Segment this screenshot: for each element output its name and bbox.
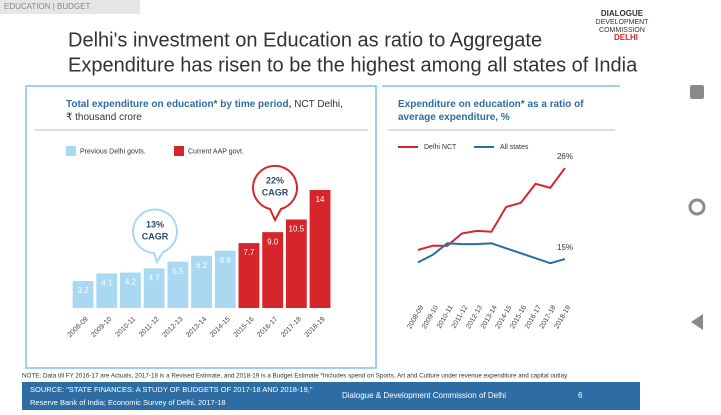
page-number: 6 <box>578 391 583 400</box>
annotation: CAGR <box>262 187 289 197</box>
bar <box>120 272 141 308</box>
value-label: 9.0 <box>267 237 279 246</box>
chart-frame <box>25 85 377 369</box>
value-label: 6.2 <box>196 261 208 270</box>
annotation: 22% <box>266 175 284 185</box>
bar <box>96 273 118 308</box>
bar <box>143 268 165 308</box>
value-label: 4.7 <box>149 273 161 282</box>
legend-swatch <box>66 146 76 156</box>
legend-label: All states <box>500 144 529 151</box>
chart-subtitle: NCT Delhi, ₹ thousand crore <box>66 99 343 123</box>
chart-title: Expenditure on education* as a ratio of <box>398 99 584 110</box>
bar <box>214 250 236 308</box>
legend-label: Delhi NCT <box>424 144 457 151</box>
source: Reserve Bank of India; Economic Survey o… <box>30 398 226 407</box>
line <box>417 167 566 251</box>
logo: DELHI <box>614 33 638 42</box>
value-label: 14 <box>316 195 325 204</box>
bar <box>191 255 212 308</box>
bar <box>72 281 94 308</box>
value-label: 10.5 <box>289 225 305 234</box>
legend-label: Previous Delhi govts. <box>80 148 146 155</box>
value-label: 5.5 <box>172 267 184 276</box>
bar <box>167 261 189 308</box>
annotation: 13% <box>146 219 164 229</box>
legend-swatch <box>174 146 184 156</box>
value-label: 4.1 <box>101 279 113 288</box>
bar <box>285 219 307 308</box>
bar <box>309 190 331 308</box>
value-label: 4.2 <box>125 278 137 287</box>
title-line: Delhi's investment on Education as ratio… <box>68 29 542 51</box>
legend-label: Current AAP govt. <box>188 148 244 155</box>
nav-home[interactable] <box>688 198 706 216</box>
value-label: 26% <box>557 152 573 161</box>
value-label: 7.7 <box>243 248 255 257</box>
chart-title: Total expenditure on education* by time … <box>66 99 292 110</box>
chart-subtitle: average expenditure, % <box>398 112 510 123</box>
org: Dialogue & Development Commission of Del… <box>342 391 506 400</box>
annotation-bubble <box>131 208 178 265</box>
logo: COMMISSION <box>599 27 645 34</box>
value-label: 6.8 <box>220 256 232 265</box>
bar <box>262 232 284 308</box>
source: SOURCE: "STATE FINANCES: A STUDY OF BUDG… <box>30 385 313 394</box>
chart-title-block: Expenditure on education* as a ratio of … <box>398 98 598 124</box>
line <box>417 242 566 265</box>
annotation: CAGR <box>142 231 169 241</box>
slide-bg <box>0 0 672 415</box>
note: NOTE: Data till FY 2016-17 are Actuals, … <box>22 373 568 380</box>
title-line: Expenditure has risen to be the highest … <box>68 54 638 76</box>
bar <box>238 243 260 308</box>
chart-title-block: Total expenditure on education* by time … <box>66 98 346 124</box>
logo: DIALOGUE <box>601 9 644 18</box>
logo: DEVELOPMENT <box>596 19 650 26</box>
source-bar <box>22 382 640 410</box>
nav-back[interactable] <box>691 314 703 330</box>
annotation-bubble <box>251 164 298 223</box>
value-label: 15% <box>557 243 573 252</box>
section-bar <box>0 0 140 14</box>
section: EDUCATION | BUDGET <box>4 2 90 11</box>
value-label: 3.2 <box>77 286 89 295</box>
nav-recent[interactable] <box>690 85 704 99</box>
